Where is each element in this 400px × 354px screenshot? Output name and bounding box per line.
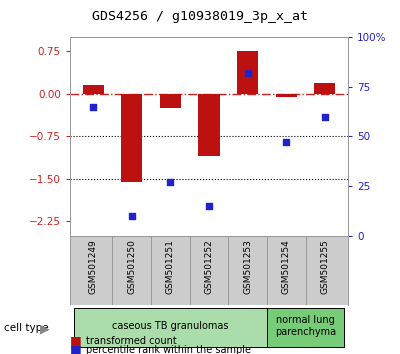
Text: caseous TB granulomas: caseous TB granulomas: [112, 321, 229, 331]
Bar: [314, 82, 336, 94]
Point: [283, 139, 290, 145]
Point: [244, 70, 251, 76]
Text: GSM501254: GSM501254: [282, 239, 291, 294]
Text: ■: ■: [70, 343, 82, 354]
Text: GSM501249: GSM501249: [89, 239, 98, 294]
Text: percentile rank within the sample: percentile rank within the sample: [86, 346, 251, 354]
Point: [167, 179, 174, 185]
Bar: [121, 94, 142, 182]
Point: [128, 213, 135, 218]
Bar: [160, 94, 181, 108]
Bar: [74, 308, 267, 347]
Point: [90, 104, 96, 109]
Text: GSM501251: GSM501251: [166, 239, 175, 294]
Text: ■: ■: [70, 334, 82, 347]
Point: [322, 114, 328, 119]
Bar: [82, 85, 104, 94]
Bar: [237, 51, 258, 94]
Text: GSM501255: GSM501255: [320, 239, 329, 294]
Text: GSM501252: GSM501252: [204, 239, 214, 294]
Text: GDS4256 / g10938019_3p_x_at: GDS4256 / g10938019_3p_x_at: [92, 10, 308, 23]
Text: cell type: cell type: [4, 323, 49, 333]
Bar: [198, 94, 220, 156]
Text: transformed count: transformed count: [86, 336, 177, 346]
Text: ▶: ▶: [40, 322, 50, 335]
Bar: [267, 308, 344, 347]
Bar: [276, 94, 297, 97]
Text: normal lung
parenchyma: normal lung parenchyma: [275, 315, 336, 337]
Text: GSM501250: GSM501250: [127, 239, 136, 294]
Point: [206, 203, 212, 209]
Text: GSM501253: GSM501253: [243, 239, 252, 294]
